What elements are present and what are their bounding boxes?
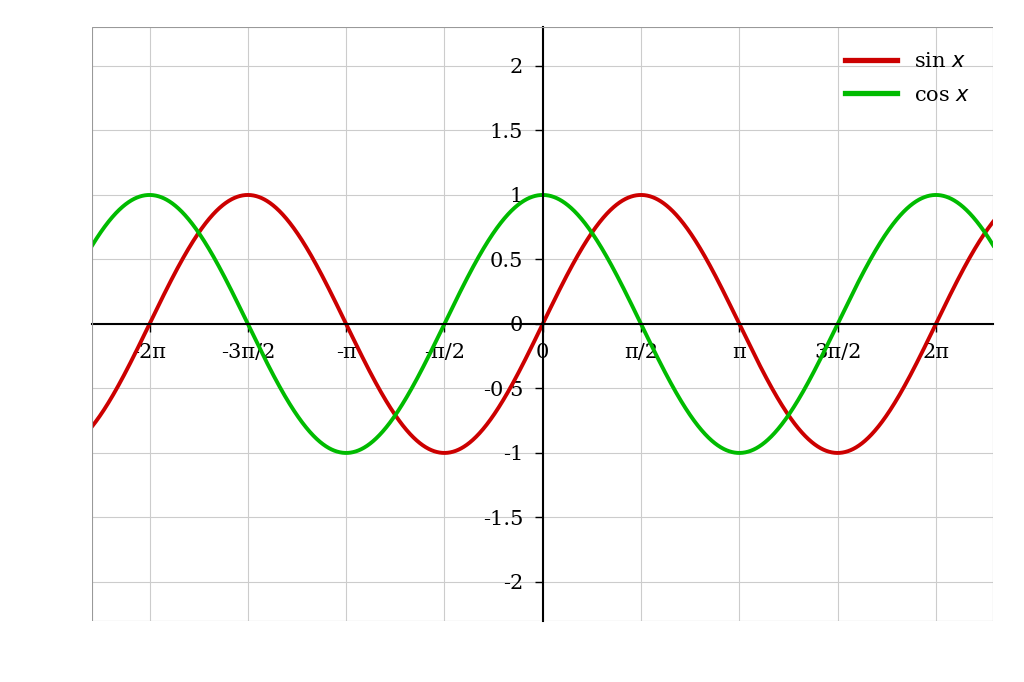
Legend: sin $x$, cos $x$: sin $x$, cos $x$ [837,44,978,113]
